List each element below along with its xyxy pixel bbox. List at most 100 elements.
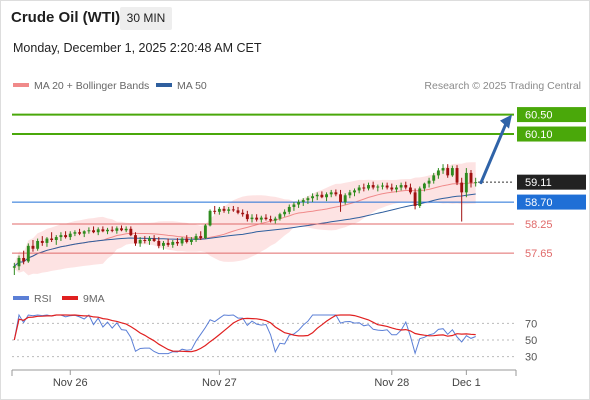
candle-body bbox=[422, 183, 426, 189]
candle-body bbox=[110, 229, 114, 231]
candle-body bbox=[171, 241, 175, 245]
rsi-line bbox=[13, 313, 476, 356]
candle-body bbox=[255, 217, 259, 220]
last-price-label: 59.11 bbox=[525, 177, 552, 189]
rsi-tick-label: 70 bbox=[525, 318, 537, 330]
resistance-level-label: 60.50 bbox=[525, 110, 553, 122]
candle-body bbox=[297, 202, 301, 205]
candle-body bbox=[143, 240, 147, 241]
candle-body bbox=[175, 241, 179, 244]
candle-body bbox=[250, 217, 254, 220]
candle-body bbox=[199, 236, 203, 239]
candle-body bbox=[474, 182, 478, 184]
candle-body bbox=[269, 219, 273, 221]
support-level-label: 58.25 bbox=[525, 219, 553, 231]
candle-body bbox=[50, 238, 54, 240]
candle-body bbox=[106, 229, 109, 232]
candle-body bbox=[339, 194, 342, 203]
candle-body bbox=[59, 235, 63, 238]
candle-body bbox=[311, 196, 315, 199]
candle-body bbox=[464, 172, 468, 193]
ma50-swatch bbox=[156, 83, 172, 88]
time-tick-label: Nov 28 bbox=[374, 377, 409, 389]
candle-body bbox=[78, 232, 82, 234]
candle-body bbox=[450, 168, 454, 176]
resistance-level-tag bbox=[517, 107, 586, 123]
legend-ma20-label: MA 20 + Bollinger Bands bbox=[34, 80, 150, 92]
candle-body bbox=[245, 214, 249, 220]
candle-body bbox=[264, 217, 268, 220]
resistance-level-label: 60.10 bbox=[525, 129, 553, 141]
candle-body bbox=[129, 228, 133, 236]
candle-body bbox=[259, 217, 263, 220]
rsi-tick-label: 50 bbox=[525, 335, 537, 347]
pivot-level-tag bbox=[517, 194, 586, 210]
rsi-swatch bbox=[13, 296, 29, 301]
candle-body bbox=[292, 204, 296, 207]
legend-ma20: MA 20 + Bollinger Bands bbox=[13, 80, 149, 92]
candle-body bbox=[222, 208, 226, 211]
candle-body bbox=[371, 185, 375, 188]
candle-body bbox=[320, 194, 324, 198]
candle-body bbox=[96, 229, 100, 233]
pivot-level-label: 58.70 bbox=[525, 197, 553, 209]
candle-body bbox=[348, 192, 352, 196]
candle-body bbox=[68, 233, 72, 238]
timestamp: Monday, December 1, 2025 2:20:48 AM CET bbox=[13, 41, 262, 55]
candle-body bbox=[40, 240, 44, 243]
candle-body bbox=[404, 185, 408, 188]
candle-body bbox=[287, 206, 291, 212]
candle-body bbox=[134, 235, 137, 244]
candle-body bbox=[162, 242, 165, 246]
legend-rsi: RSI bbox=[13, 293, 52, 305]
candle-body bbox=[418, 188, 422, 206]
candle-body bbox=[17, 257, 21, 267]
candle-body bbox=[152, 238, 156, 241]
candle-body bbox=[148, 238, 151, 241]
candle-body bbox=[189, 240, 193, 242]
candle-body bbox=[203, 225, 207, 239]
candle-body bbox=[399, 185, 403, 188]
rsi-tick-label: 30 bbox=[525, 352, 537, 364]
candle-body bbox=[231, 209, 235, 211]
candle-body bbox=[138, 240, 142, 244]
support-level-label: 57.65 bbox=[525, 248, 553, 260]
candle-body bbox=[381, 185, 384, 187]
candle-body bbox=[208, 210, 212, 226]
legend-ma9: 9MA bbox=[62, 293, 105, 305]
timeframe-badge[interactable]: 30 MIN bbox=[120, 7, 172, 30]
last-price-tag bbox=[517, 174, 586, 190]
candle-body bbox=[73, 232, 77, 234]
candle-body bbox=[362, 187, 366, 189]
candle-body bbox=[325, 194, 328, 198]
forecast-arrowhead bbox=[500, 114, 512, 129]
candle-body bbox=[22, 257, 26, 262]
legend-ma50: MA 50 bbox=[156, 80, 207, 92]
candle-body bbox=[306, 198, 310, 201]
candle-body bbox=[441, 168, 445, 171]
instrument-title: Crude Oil (WTI) bbox=[11, 9, 121, 26]
candle-body bbox=[64, 235, 68, 238]
candle-body bbox=[385, 185, 389, 188]
candle-body bbox=[241, 212, 245, 215]
time-tick-label: Dec 1 bbox=[452, 377, 481, 389]
candle-body bbox=[408, 187, 412, 193]
candle-body bbox=[101, 229, 105, 232]
candle-body bbox=[343, 195, 347, 203]
bollinger-band bbox=[14, 162, 476, 276]
candle-body bbox=[124, 228, 128, 231]
candle-body bbox=[283, 211, 287, 215]
candle-body bbox=[227, 209, 231, 211]
time-tick-label: Nov 26 bbox=[53, 377, 88, 389]
candle-body bbox=[376, 186, 380, 188]
candle-body bbox=[301, 200, 305, 203]
legend-ma50-label: MA 50 bbox=[177, 80, 207, 92]
candle-body bbox=[460, 182, 464, 193]
candle-body bbox=[213, 210, 217, 212]
candle-body bbox=[357, 187, 361, 191]
candle-body bbox=[82, 231, 86, 234]
ma20-swatch bbox=[13, 83, 29, 88]
candle-body bbox=[427, 180, 431, 184]
resistance-level-tag bbox=[517, 126, 586, 142]
